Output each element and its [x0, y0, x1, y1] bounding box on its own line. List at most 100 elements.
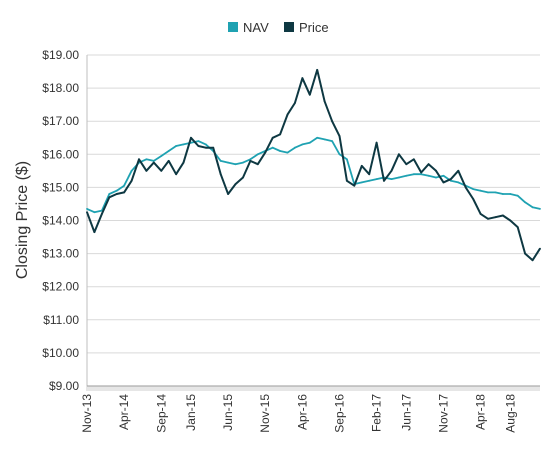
series-line-price [86, 68, 541, 262]
data-point-nav [242, 161, 244, 164]
y-tick-label: $19.00 [42, 48, 79, 62]
data-point-price [101, 213, 103, 215]
x-axis: Nov-13 Apr-14 Sep-14 Jan-15 Jun-15 Nov-15 Apr-… [80, 385, 540, 433]
data-point-nav [457, 181, 460, 184]
data-point-nav [167, 150, 170, 152]
data-point-nav [115, 189, 118, 192]
data-point-price [375, 141, 378, 144]
data-point-nav [442, 174, 445, 177]
y-tick-label: $17.00 [42, 114, 79, 128]
data-point-nav [93, 211, 96, 214]
x-tick-label: Sep-16 [332, 394, 346, 433]
data-point-price [115, 193, 118, 195]
data-point-nav [435, 176, 437, 179]
data-point-nav [331, 140, 333, 143]
data-point-price [479, 213, 482, 215]
data-point-nav [152, 160, 155, 162]
data-point-price [353, 184, 356, 187]
data-point-nav [524, 201, 526, 204]
data-point-nav [509, 193, 512, 195]
data-point-nav [368, 179, 371, 182]
data-point-nav [412, 173, 415, 176]
series-line-nav [86, 136, 541, 214]
data-point-price [368, 173, 371, 176]
data-point-price [472, 198, 475, 200]
data-point-nav [390, 178, 393, 181]
legend-swatch-nav [228, 22, 238, 32]
series-nav [86, 136, 541, 214]
x-tick-label: Aug-18 [503, 394, 517, 433]
data-point-price [212, 146, 215, 149]
data-point-nav [204, 143, 207, 146]
data-point-price [182, 161, 185, 164]
data-point-price [227, 193, 230, 195]
data-point-nav [160, 155, 163, 157]
data-point-price [271, 136, 274, 139]
data-point-nav [316, 136, 319, 139]
data-point-price [323, 100, 326, 103]
data-point-price [190, 136, 192, 139]
data-point-price [331, 120, 333, 123]
data-point-nav [294, 146, 296, 149]
data-point-price [531, 259, 534, 262]
data-point-price [264, 151, 267, 154]
data-point-price [93, 231, 96, 234]
data-point-nav [249, 158, 252, 161]
data-point-price [457, 169, 460, 172]
data-point-price [360, 165, 363, 167]
data-point-price [130, 179, 133, 182]
data-point-price [234, 183, 237, 186]
x-tick-label: Apr-18 [474, 394, 488, 430]
data-point-price [435, 169, 437, 172]
data-point-price [516, 226, 519, 229]
y-tick-label: $14.00 [42, 214, 79, 228]
legend-swatch-price [284, 22, 294, 32]
data-point-nav [145, 158, 148, 161]
data-point-price [346, 179, 348, 182]
data-point-price [204, 146, 207, 149]
data-point-nav [405, 174, 408, 177]
data-point-nav [308, 141, 311, 144]
data-point-price [316, 69, 319, 71]
data-point-nav [420, 173, 423, 176]
data-point-price [249, 160, 252, 162]
data-point-nav [375, 178, 378, 181]
legend-label-price: Price [299, 20, 329, 35]
x-tick-label: Apr-14 [117, 394, 131, 430]
data-point-nav [301, 143, 304, 146]
data-point-price [294, 102, 296, 104]
data-point-price [427, 163, 430, 166]
legend: NAV Price [228, 20, 329, 35]
data-point-price [412, 158, 415, 161]
y-tick-label: $15.00 [42, 180, 79, 194]
data-point-price [494, 216, 497, 219]
data-point-nav [227, 161, 230, 164]
data-point-price [450, 178, 452, 181]
data-point-price [197, 145, 200, 147]
x-tick-label: Feb-17 [370, 394, 384, 432]
data-point-price [160, 169, 163, 172]
data-point-price [152, 161, 155, 164]
x-tick-label: Sep-14 [154, 394, 168, 433]
data-point-price [502, 214, 504, 217]
data-point-price [464, 186, 467, 189]
data-point-nav [197, 140, 200, 143]
data-point-price [301, 77, 304, 80]
data-point-nav [487, 191, 489, 194]
data-point-price [383, 179, 385, 182]
data-point-nav [256, 153, 259, 156]
data-point-price [86, 211, 88, 214]
data-point-nav [279, 150, 281, 152]
data-point-nav [338, 153, 341, 156]
y-axis: $9.00 $10.00 $11.00 $12.00 $13.00 $14.00 $15.0… [42, 48, 88, 393]
data-point-nav [502, 193, 504, 195]
data-point-price [123, 191, 125, 194]
y-tick-label: $18.00 [42, 81, 79, 95]
data-point-nav [360, 181, 363, 184]
y-axis-label: Closing Price ($) [14, 161, 31, 279]
data-point-nav [182, 143, 185, 146]
data-point-price [308, 93, 311, 96]
x-tick-label: Apr-16 [295, 394, 309, 430]
data-point-nav [219, 160, 222, 162]
x-tick-label: Jun-15 [221, 394, 235, 431]
